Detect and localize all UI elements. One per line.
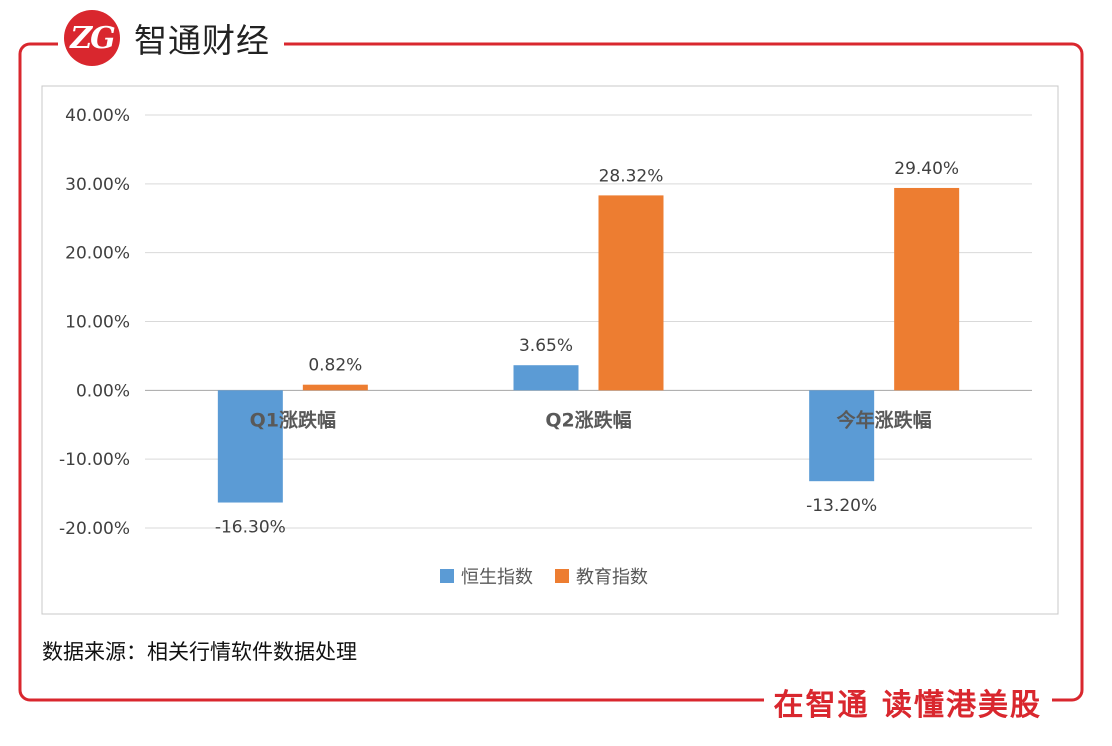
category-label: Q1涨跌幅 (250, 408, 336, 431)
brand-logo-icon: ZG (64, 10, 120, 66)
data-label: -16.30% (215, 518, 286, 538)
y-tick-label: -20.00% (59, 519, 130, 539)
y-tick-label: 40.00% (65, 106, 130, 126)
bar (302, 384, 368, 391)
brand-header: ZG 智通财经 (58, 6, 284, 70)
category-label: Q2涨跌幅 (545, 408, 631, 431)
brand-logo-text: ZG (70, 20, 116, 56)
y-tick-label: 20.00% (65, 244, 130, 264)
legend-swatch (555, 569, 569, 583)
category-label: 今年涨跌幅 (836, 408, 932, 431)
chart-border (41, 85, 1059, 615)
bar (598, 195, 664, 391)
y-tick-label: 10.00% (65, 313, 130, 333)
footer-slogan: 在智通 读懂港美股 (763, 680, 1052, 724)
legend-label: 教育指数 (576, 567, 648, 588)
bar (513, 365, 579, 391)
y-axis-ticks: 40.00% 30.00% 20.00% 10.00% 0.00% -10.00% -20.… (59, 106, 130, 539)
data-label: 3.65% (519, 336, 573, 356)
data-label: 0.82% (308, 356, 362, 376)
legend-label: 恒生指数 (461, 567, 533, 588)
data-label: 29.40% (894, 159, 959, 179)
bars: -16.30% 0.82% 3.65% 28.32% -13.20% 29.40% (215, 159, 960, 538)
frame-border (18, 42, 1084, 702)
bar (894, 187, 960, 391)
brand-name: 智通财经 (134, 21, 270, 60)
y-tick-label: -10.00% (59, 450, 130, 470)
grid-lines (145, 114, 1032, 529)
legend: 恒生指数 教育指数 (440, 567, 648, 588)
category-labels: Q1涨跌幅 Q2涨跌幅 今年涨跌幅 (250, 408, 932, 431)
data-label: 28.32% (599, 166, 664, 186)
legend-swatch (440, 569, 454, 583)
y-tick-label: 0.00% (76, 381, 130, 401)
y-tick-label: 30.00% (65, 175, 130, 195)
data-source-note: 数据来源：相关行情软件数据处理 (42, 640, 357, 664)
bar (217, 390, 283, 503)
bar (809, 390, 875, 482)
data-label: -13.20% (806, 496, 877, 516)
